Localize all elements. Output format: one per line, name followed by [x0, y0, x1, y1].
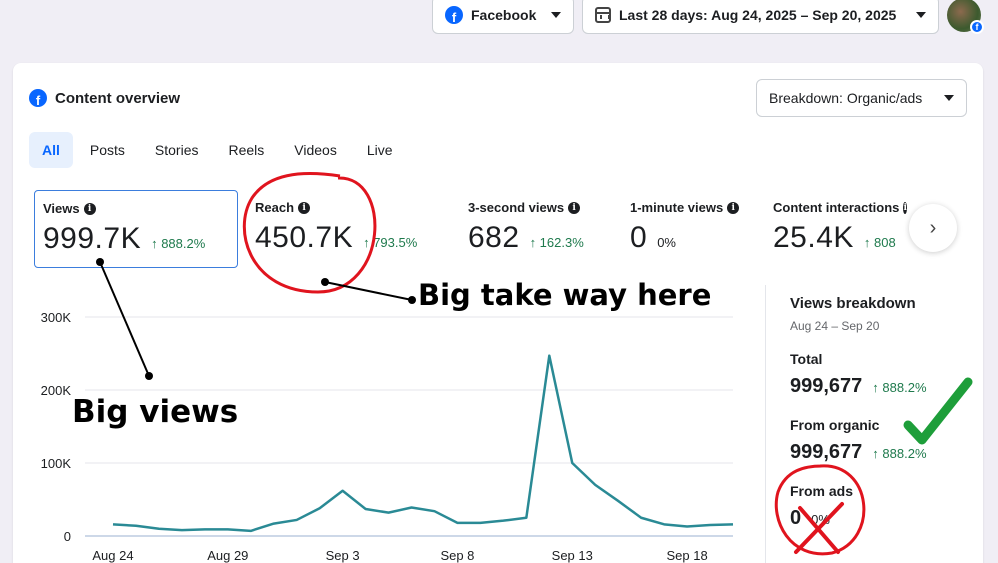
tab-reels[interactable]: Reels: [228, 142, 265, 158]
caret-down-icon: [916, 12, 926, 18]
metric-views[interactable]: Views i 999.7K ↑ 888.2%: [34, 190, 238, 268]
info-icon[interactable]: i: [903, 201, 907, 214]
organic-value: 999,677: [790, 441, 863, 463]
metric-value: 999.7K: [43, 222, 142, 255]
x-tick-label: Sep 13: [552, 548, 593, 563]
y-tick-label: 300K: [41, 310, 72, 325]
avatar[interactable]: f: [947, 0, 984, 34]
metric-content-interactions[interactable]: Content interactions i 25.4K ↑ 808: [765, 190, 915, 268]
chevron-right-icon: ›: [929, 216, 937, 239]
tab-posts[interactable]: Posts: [89, 142, 125, 158]
metric-label: 1-minute views: [630, 200, 724, 215]
calendar-icon: [595, 7, 611, 23]
metric-label: Views: [43, 201, 80, 216]
annotation-big-takeaway: Big take way here: [418, 278, 712, 312]
facebook-badge-icon: f: [970, 20, 984, 34]
organic-change: ↑ 888.2%: [872, 446, 927, 461]
metric-value: 682: [468, 221, 520, 254]
card-title: f Content overview: [29, 89, 180, 107]
platform-selector[interactable]: f Facebook: [432, 0, 574, 34]
metric-value: 25.4K: [773, 221, 854, 254]
y-tick-label: 200K: [41, 383, 72, 398]
caret-down-icon: [551, 12, 561, 18]
content-overview-card: f Content overview Breakdown: Organic/ad…: [13, 63, 983, 563]
ads-change: 0%: [811, 512, 830, 527]
metric-change: ↑ 162.3%: [529, 235, 584, 250]
content-tabs: All Posts Stories Reels Videos Live: [29, 132, 406, 168]
breakdown-label: Breakdown: Organic/ads: [769, 90, 923, 106]
views-line-chart: 300K 200K 100K 0 Aug 24 Aug 29 Sep 3 Sep 8 Sep 1…: [41, 310, 734, 563]
metric-reach[interactable]: Reach i 450.7K ↑ 793.5%: [247, 190, 447, 268]
views-breakdown-date: Aug 24 – Sep 20: [790, 319, 880, 333]
x-tick-label: Aug 29: [207, 548, 248, 563]
facebook-icon: f: [445, 6, 463, 24]
total-value: 999,677: [790, 375, 863, 397]
x-tick-label: Sep 18: [666, 548, 707, 563]
tab-stories[interactable]: Stories: [154, 142, 199, 158]
total-label: Total: [790, 351, 823, 367]
x-tick-label: Sep 3: [326, 548, 360, 563]
metric-value: 450.7K: [255, 221, 354, 254]
top-bar: f Facebook Last 28 days: Aug 24, 2025 – …: [0, 0, 998, 40]
total-change: ↑ 888.2%: [872, 380, 927, 395]
metric-change: 0%: [657, 235, 676, 250]
date-range-label: Last 28 days: Aug 24, 2025 – Sep 20, 202…: [619, 7, 897, 23]
info-icon[interactable]: i: [83, 202, 96, 215]
metric-change: ↑ 808: [863, 235, 896, 250]
metric-change: ↑ 793.5%: [363, 235, 418, 250]
caret-down-icon: [944, 95, 954, 101]
tab-all[interactable]: All: [29, 132, 73, 168]
date-range-selector[interactable]: Last 28 days: Aug 24, 2025 – Sep 20, 202…: [582, 0, 939, 34]
metric-label: 3-second views: [468, 200, 565, 215]
platform-label: Facebook: [471, 7, 537, 23]
card-title-text: Content overview: [55, 89, 181, 107]
x-tick-label: Aug 24: [92, 548, 133, 563]
metric-3-second-views[interactable]: 3-second views i 682 ↑ 162.3%: [460, 190, 620, 268]
y-tick-label: 100K: [41, 456, 72, 471]
views-breakdown-panel: Views breakdown Aug 24 – Sep 20 Total 99…: [765, 285, 975, 563]
views-breakdown-title: Views breakdown: [790, 295, 916, 312]
metric-label: Content interactions: [773, 200, 900, 215]
tab-videos[interactable]: Videos: [294, 142, 337, 158]
x-tick-label: Sep 8: [440, 548, 474, 563]
metric-value: 0: [630, 221, 648, 254]
ads-value: 0: [790, 507, 802, 529]
info-icon[interactable]: i: [298, 201, 311, 214]
metric-change: ↑ 888.2%: [151, 236, 206, 251]
y-tick-label: 0: [64, 529, 71, 544]
facebook-icon: f: [29, 89, 47, 107]
metric-1-minute-views[interactable]: 1-minute views i 0 0%: [622, 190, 762, 268]
annotation-big-views: Big views: [72, 394, 239, 430]
next-metrics-button[interactable]: ›: [909, 204, 957, 252]
breakdown-dropdown[interactable]: Breakdown: Organic/ads: [756, 79, 967, 117]
organic-label: From organic: [790, 417, 880, 433]
ads-label: From ads: [790, 483, 854, 499]
info-icon[interactable]: i: [568, 201, 581, 214]
info-icon[interactable]: i: [727, 201, 740, 214]
tab-live[interactable]: Live: [366, 142, 393, 158]
views-series-line: [112, 354, 734, 533]
metric-label: Reach: [255, 200, 295, 215]
